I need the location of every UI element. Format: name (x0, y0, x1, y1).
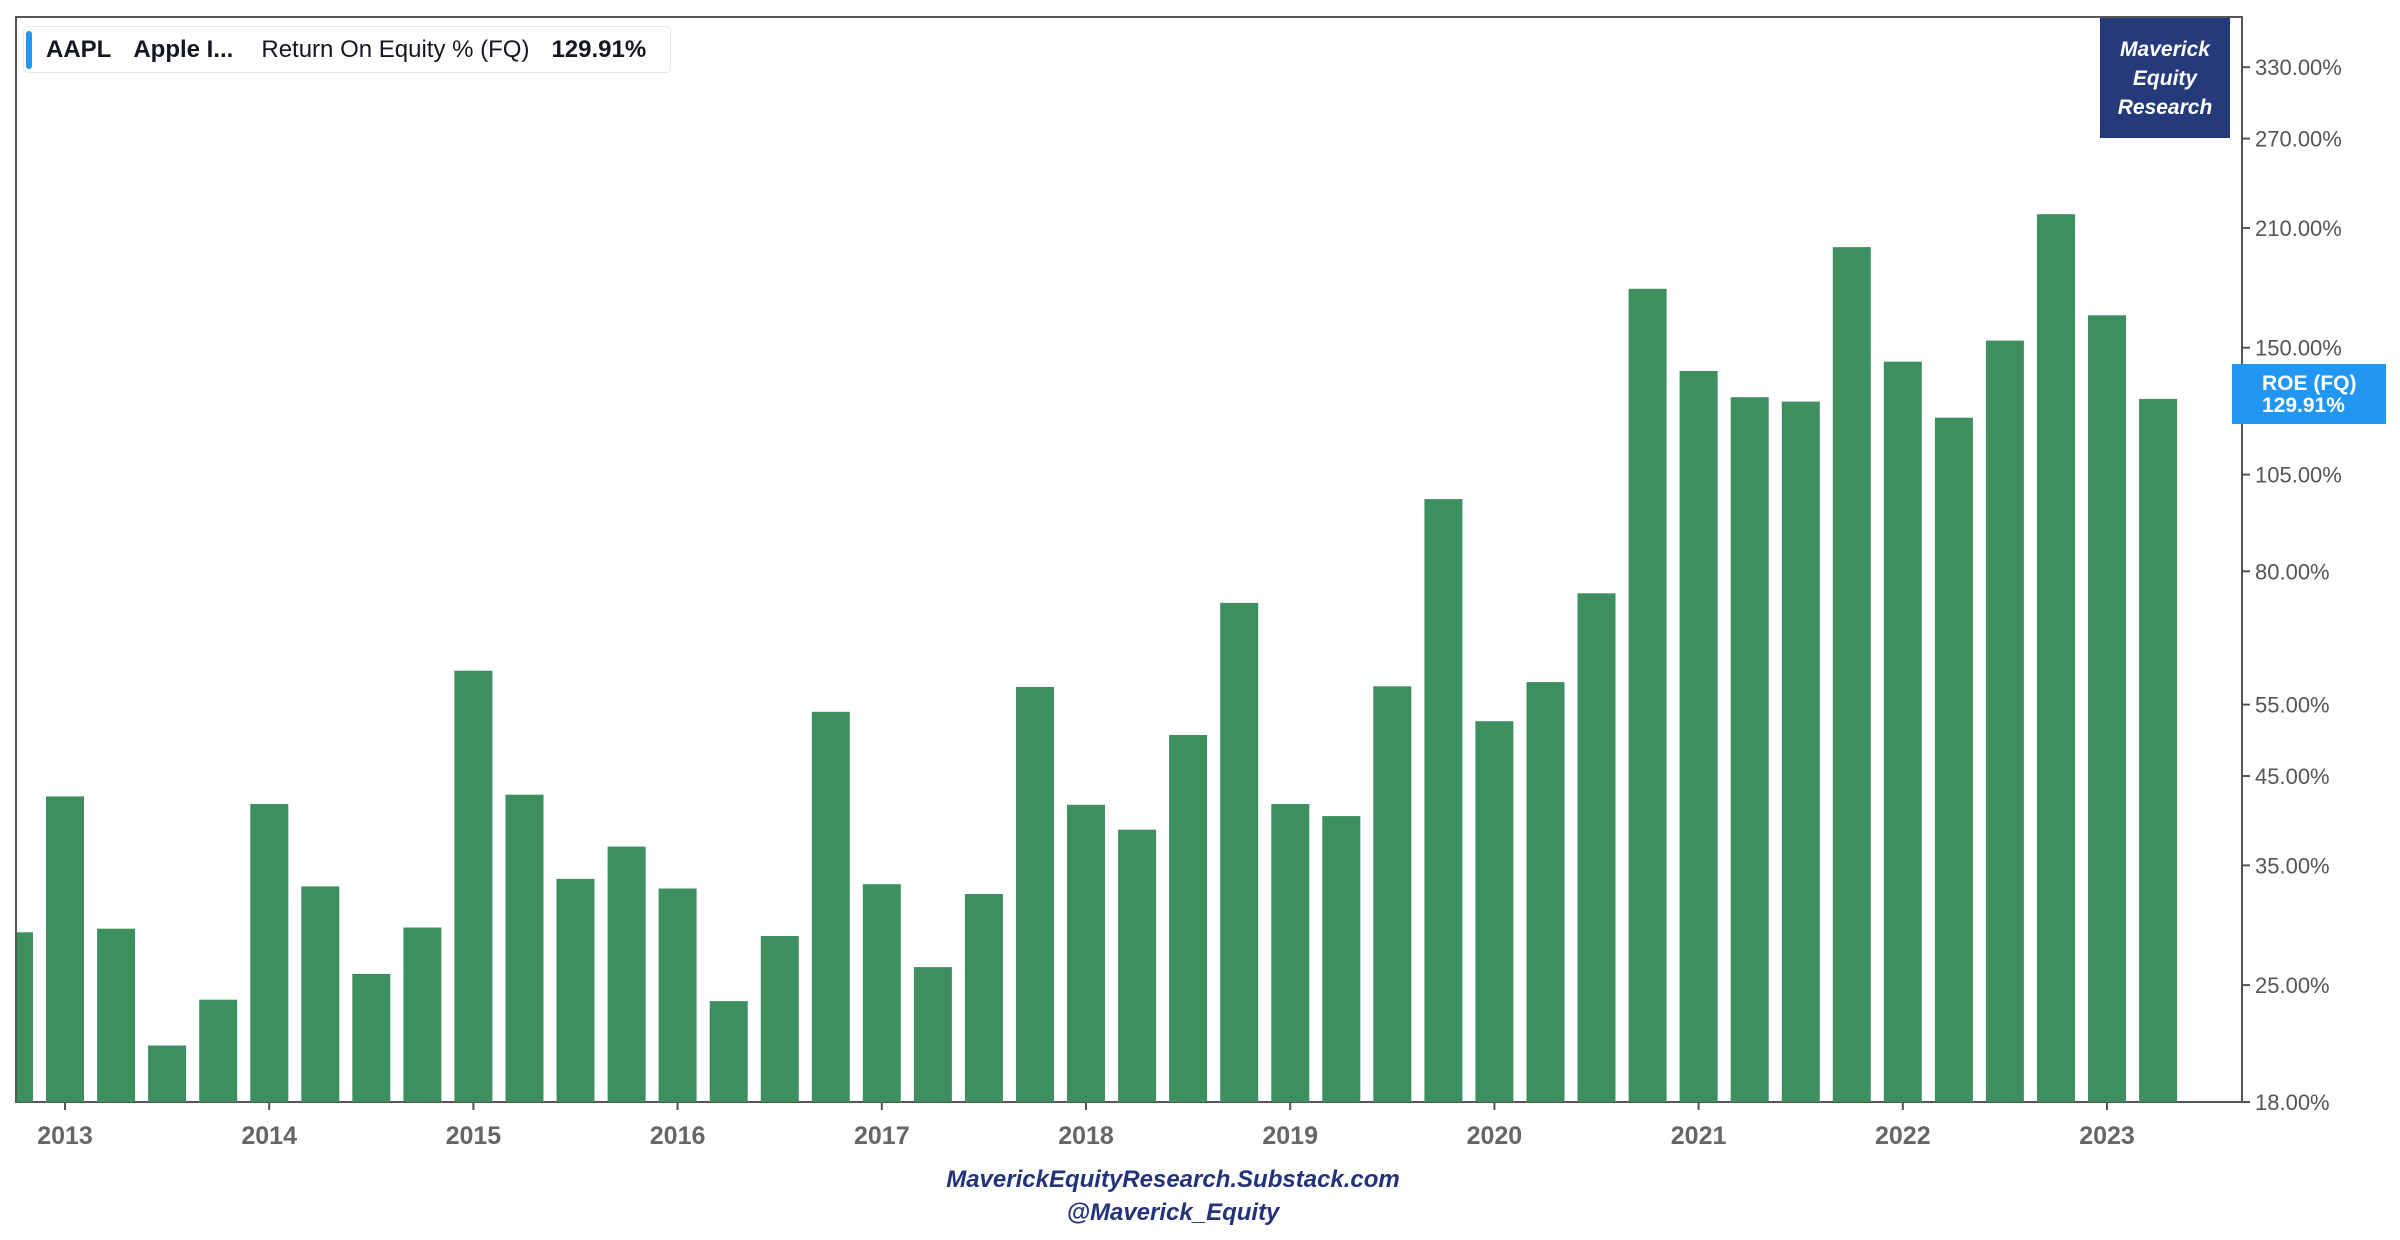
y-tick-label: 80.00% (2255, 559, 2330, 584)
x-tick-label: 2013 (37, 1122, 93, 1150)
x-tick-label: 2020 (1467, 1122, 1523, 1150)
footer-handle: @Maverick_Equity (1066, 1199, 1280, 1226)
series-color-marker (26, 30, 32, 69)
logo-line-1: Maverick (2120, 37, 2210, 61)
y-tick-label: 45.00% (2255, 764, 2330, 789)
bar[interactable] (1985, 340, 2024, 1103)
x-tick-label: 2014 (241, 1122, 297, 1150)
bars-group (17, 214, 2178, 1103)
bar[interactable] (1883, 361, 1922, 1102)
x-tick-label: 2017 (854, 1122, 910, 1150)
x-tick-label: 2018 (1058, 1122, 1114, 1150)
y-axis: 18.00% 25.00% 35.00% 45.00% 55.00% 80.00% 105.… (2242, 55, 2342, 1115)
company-label: Apple I... (133, 35, 234, 63)
bar[interactable] (1118, 829, 1157, 1102)
bar[interactable] (862, 884, 901, 1102)
x-tick-label: 2019 (1262, 1122, 1318, 1150)
bar[interactable] (199, 999, 238, 1102)
x-tick-label: 2016 (650, 1122, 706, 1150)
x-tick-label: 2023 (2079, 1122, 2135, 1150)
maverick-logo: Maverick Equity Research (2100, 18, 2230, 138)
bar[interactable] (913, 967, 952, 1102)
y-tick-label: 55.00% (2255, 693, 2330, 718)
bar[interactable] (1220, 602, 1259, 1102)
badge-label: ROE (FQ) (2262, 372, 2357, 395)
bar[interactable] (454, 670, 493, 1102)
bar[interactable] (811, 711, 850, 1102)
bar[interactable] (1526, 682, 1565, 1102)
bar[interactable] (2088, 315, 2126, 1102)
x-tick-label: 2021 (1671, 1122, 1727, 1150)
last-value-badge: ROE (FQ) 129.91% (2232, 364, 2386, 424)
bar[interactable] (1322, 816, 1361, 1102)
metric-value: 129.91% (551, 35, 647, 63)
bar[interactable] (17, 932, 33, 1102)
y-tick-label: 150.00% (2255, 336, 2342, 361)
bar[interactable] (1781, 401, 1820, 1103)
footer-website: MaverickEquityResearch.Substack.com (946, 1166, 1400, 1193)
bar[interactable] (1832, 247, 1871, 1103)
y-tick-label: 35.00% (2255, 853, 2330, 878)
y-tick-label: 25.00% (2255, 973, 2330, 998)
logo-line-3: Research (2117, 95, 2213, 119)
bar[interactable] (403, 927, 442, 1103)
bar[interactable] (1730, 397, 1769, 1102)
x-tick-label: 2022 (1875, 1122, 1931, 1150)
bar[interactable] (250, 804, 289, 1102)
bar[interactable] (2037, 214, 2075, 1102)
bar[interactable] (1016, 687, 1054, 1102)
bar[interactable] (1577, 593, 1616, 1102)
bar[interactable] (964, 894, 1003, 1102)
bar[interactable] (46, 796, 84, 1102)
y-tick-label: 330.00% (2255, 55, 2342, 80)
bar[interactable] (658, 888, 697, 1103)
bar[interactable] (1934, 417, 1973, 1102)
y-tick-label: 105.00% (2255, 463, 2342, 488)
bar[interactable] (760, 936, 799, 1102)
bar[interactable] (1424, 499, 1463, 1103)
symbol-legend[interactable]: AAPL Apple I... Return On Equity % (FQ) … (23, 26, 671, 73)
y-tick-label: 270.00% (2255, 127, 2342, 152)
bar[interactable] (352, 973, 391, 1102)
bar[interactable] (1475, 721, 1514, 1102)
x-axis: 2013 2014 2015 2016 2017 2018 2019 2020 2021 2022… (37, 1102, 2135, 1150)
logo-line-2: Equity (2132, 66, 2198, 90)
bar[interactable] (607, 846, 646, 1102)
bar[interactable] (1628, 288, 1667, 1102)
y-tick-label: 210.00% (2255, 216, 2342, 241)
bar[interactable] (1373, 686, 1412, 1102)
bar[interactable] (1679, 371, 1718, 1102)
bar[interactable] (1169, 735, 1208, 1102)
ticker-label: AAPL (46, 35, 112, 63)
bar[interactable] (2139, 398, 2178, 1102)
bar[interactable] (556, 878, 595, 1102)
bar[interactable] (1067, 804, 1105, 1102)
x-tick-label: 2015 (446, 1122, 502, 1150)
bar[interactable] (148, 1045, 187, 1103)
badge-value: 129.91% (2262, 394, 2345, 417)
bar[interactable] (709, 1001, 748, 1102)
metric-label: Return On Equity % (FQ) (261, 35, 530, 63)
bar[interactable] (1271, 804, 1310, 1102)
bar[interactable] (301, 886, 340, 1102)
bar[interactable] (97, 928, 136, 1102)
bar[interactable] (505, 794, 544, 1102)
y-tick-label: 18.00% (2255, 1090, 2330, 1115)
